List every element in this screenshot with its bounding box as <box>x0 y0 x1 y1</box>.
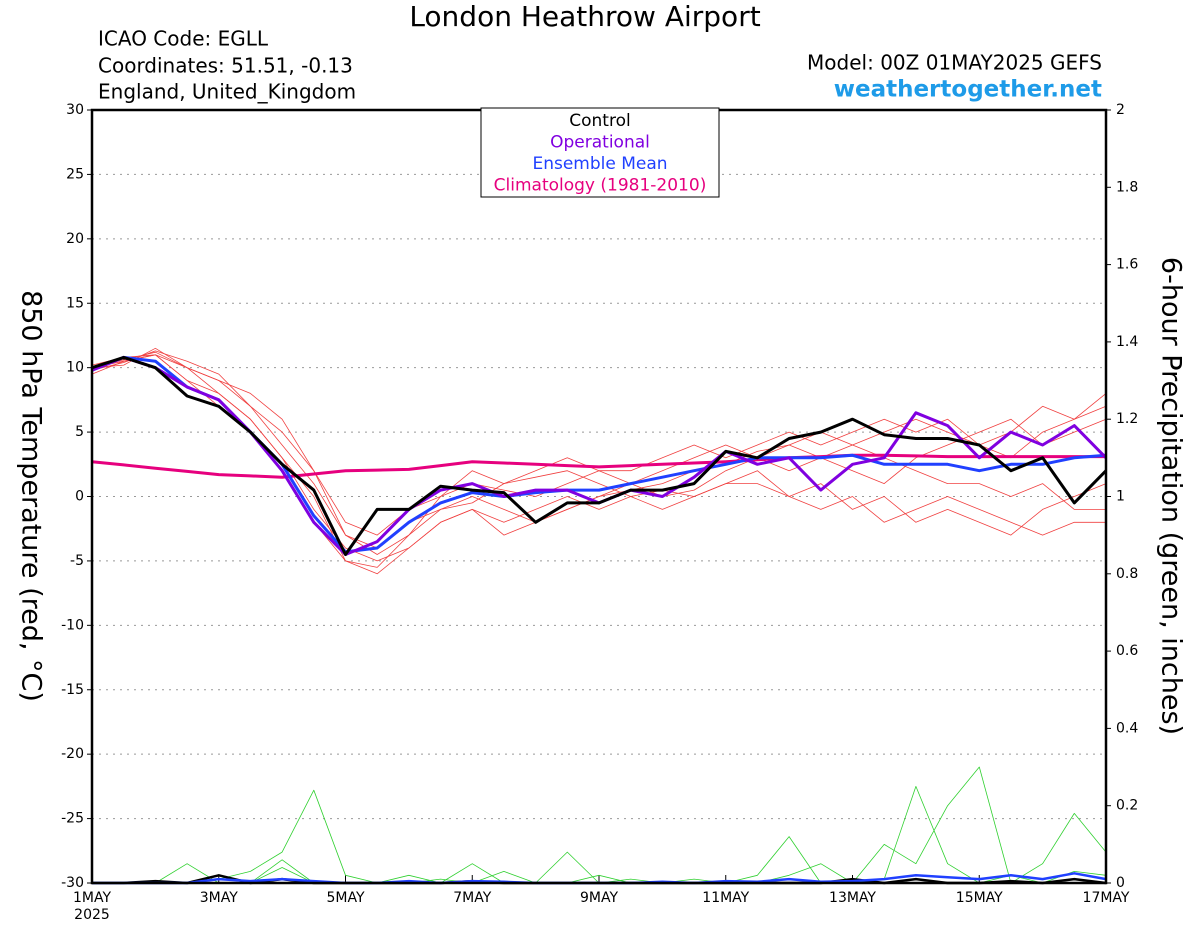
series-line <box>91 355 1108 556</box>
x-tick-label: 5MAY <box>326 890 364 906</box>
x-tick-label: 11MAY <box>702 890 749 906</box>
y2-tick-label: 0.6 <box>1116 643 1138 659</box>
legend-entry: Ensemble Mean <box>532 154 667 174</box>
member-line <box>92 766 1107 884</box>
info-line: Coordinates: 51.51, -0.13 <box>98 54 353 78</box>
series-line <box>91 453 1106 479</box>
y2-tick-label: 1.6 <box>1116 257 1138 273</box>
y2-tick-label: 0.4 <box>1116 720 1138 736</box>
legend-entry: Climatology (1981-2010) <box>494 176 707 196</box>
y-tick-label: 5 <box>75 424 84 440</box>
member-line <box>91 347 1107 549</box>
x-tick-label: 1MAY <box>73 890 111 906</box>
y2-tick-label: 2 <box>1116 102 1125 118</box>
y-tick-label: 0 <box>75 489 84 505</box>
x-tick-label: 9MAY <box>580 890 618 906</box>
y2-tick-label: 1.2 <box>1116 411 1138 427</box>
y-tick-label: -30 <box>61 875 84 891</box>
y-tick-label: 15 <box>66 295 84 311</box>
x-tick-label: 7MAY <box>453 890 491 906</box>
member-line <box>92 786 1107 884</box>
model-label: Model: 00Z 01MAY2025 GEFS <box>807 51 1102 75</box>
y-tick-label: -15 <box>61 682 84 698</box>
y2-tick-label: 0.8 <box>1116 566 1138 582</box>
legend-entry: Operational <box>550 133 650 153</box>
y-axis-label: 850 hPa Temperature (red, °C) <box>16 290 47 702</box>
x-tick-label: 3MAY <box>200 890 238 906</box>
y-tick-label: -5 <box>70 553 84 569</box>
series-line <box>91 355 1107 554</box>
y-tick-label: -10 <box>61 617 84 633</box>
y2-tick-label: 1.8 <box>1116 179 1138 195</box>
y2-tick-label: 1 <box>1116 489 1125 505</box>
y2-tick-label: 0 <box>1116 875 1125 891</box>
legend-entry: Control <box>569 111 630 131</box>
x-tick-label: 13MAY <box>829 890 876 906</box>
x-tick-label: 17MAY <box>1083 890 1130 906</box>
x-tick-label: 15MAY <box>956 890 1003 906</box>
y2-tick-label: 1.4 <box>1116 334 1138 350</box>
chart-title: London Heathrow Airport <box>409 0 760 33</box>
member-line <box>91 351 1107 555</box>
info-line: England, United_Kingdom <box>98 80 356 104</box>
site-label: weathertogether.net <box>834 77 1102 103</box>
y-tick-label: -25 <box>61 811 84 827</box>
year-label: 2025 <box>74 907 110 923</box>
y-tick-label: 10 <box>66 360 84 376</box>
y-tick-label: 25 <box>66 166 84 182</box>
member-line <box>91 354 1107 568</box>
member-line <box>91 350 1107 536</box>
y-tick-label: 20 <box>66 231 84 247</box>
member-line <box>92 789 1106 884</box>
y2-tick-label: 0.2 <box>1116 798 1138 814</box>
y2-axis-label: 6-hour Precipitation (green, inches) <box>1156 257 1187 735</box>
y-tick-label: -20 <box>61 746 84 762</box>
member-line <box>91 354 1106 562</box>
legend-box <box>480 107 720 198</box>
y-tick-label: 30 <box>66 102 84 118</box>
info-line: ICAO Code: EGLL <box>98 27 269 51</box>
